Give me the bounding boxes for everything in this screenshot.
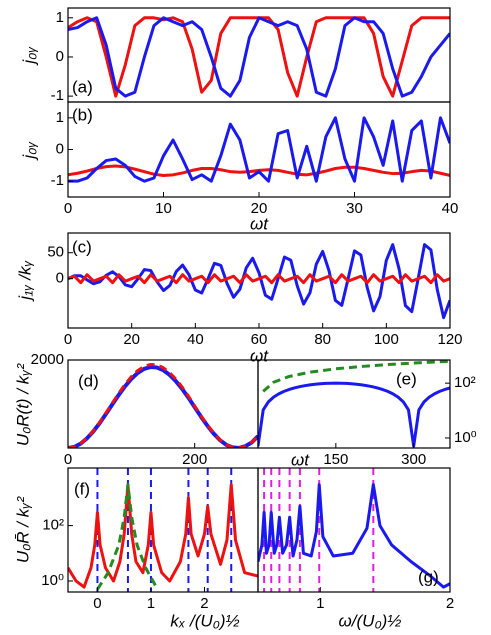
panel: 0 1 2 10⁰ 10² kₓ /(U₀)½ U₀R̄ / kᵧ² (f) bbox=[13, 467, 259, 630]
series-line bbox=[96, 483, 158, 591]
x-tick-label: 120 bbox=[437, 331, 462, 348]
panel: 150 300 10⁰ 10² ωt (e) bbox=[257, 359, 477, 469]
series-line bbox=[262, 360, 450, 393]
x-tick-label: 0 bbox=[64, 200, 72, 217]
x-tick-label: 60 bbox=[251, 331, 268, 348]
panel-label: (d) bbox=[78, 371, 99, 390]
y-tick-label: 2000 bbox=[31, 351, 64, 368]
x-tick-label: 150 bbox=[323, 451, 348, 468]
y-axis-label: U₀R̄ / kᵧ² bbox=[13, 496, 32, 564]
x-tick-label: 300 bbox=[401, 451, 426, 468]
panel-label: (b) bbox=[72, 105, 93, 124]
series-line bbox=[68, 483, 258, 589]
x-axis-label: kₓ /(U₀)½ bbox=[170, 611, 239, 630]
panel: -1 0 1 j₀ᵧ (a) bbox=[19, 7, 451, 104]
x-tick-label: 0 bbox=[64, 451, 72, 468]
panel: 1 2 ω/(U₀)½ (g) bbox=[257, 467, 454, 630]
x-tick-label: 40 bbox=[442, 200, 459, 217]
series-line bbox=[68, 363, 258, 448]
panel-label: (c) bbox=[72, 237, 92, 256]
x-tick-label: 10 bbox=[155, 200, 172, 217]
plot-area bbox=[68, 363, 258, 448]
x-tick-label: 2 bbox=[446, 595, 454, 612]
series-line bbox=[68, 116, 450, 183]
y-axis-label: j₀ᵧ bbox=[19, 141, 38, 161]
x-tick-label: 1 bbox=[316, 595, 324, 612]
y-tick-label: 1 bbox=[56, 109, 64, 126]
series-line bbox=[68, 16, 450, 98]
y-axis-label: j₁ᵧ /kᵧ bbox=[15, 259, 34, 301]
x-tick-label: 100 bbox=[374, 331, 399, 348]
plot-area bbox=[258, 468, 450, 592]
y-tick-label: 10² bbox=[42, 517, 64, 534]
x-tick-label: 0 bbox=[93, 595, 101, 612]
panel-label: (g) bbox=[418, 567, 439, 586]
series-line bbox=[258, 381, 450, 448]
x-tick-label: 1 bbox=[147, 595, 155, 612]
x-tick-label: 200 bbox=[182, 451, 207, 468]
y-tick-label: 10² bbox=[454, 374, 476, 391]
x-axis-label: ωt bbox=[250, 214, 269, 233]
x-tick-label: 2 bbox=[200, 595, 208, 612]
axes-frame bbox=[67, 7, 451, 103]
panel: 0 20 40 60 80 100 120 0 50 ωt j₁ᵧ /kᵧ (c) bbox=[15, 232, 463, 365]
x-tick-label: 30 bbox=[346, 200, 363, 217]
y-tick-label: 0 bbox=[56, 140, 64, 157]
x-tick-label: 80 bbox=[314, 331, 331, 348]
y-tick-label: 10⁰ bbox=[454, 429, 477, 446]
axes-frame bbox=[257, 467, 451, 593]
y-axis-label: j₀ᵧ bbox=[19, 46, 38, 66]
x-tick-label: 20 bbox=[251, 200, 268, 217]
y-tick-label: 50 bbox=[47, 244, 64, 261]
axes-frame bbox=[67, 101, 451, 198]
x-tick-label: 0 bbox=[64, 331, 72, 348]
panel-label: (a) bbox=[72, 77, 93, 96]
y-axis-label: U₀R(t) / kᵧ² bbox=[13, 362, 32, 446]
y-tick-label: 0 bbox=[56, 48, 64, 65]
y-tick-label: 10⁰ bbox=[41, 572, 64, 589]
y-tick-label: 1 bbox=[56, 9, 64, 26]
plot-area bbox=[68, 468, 258, 592]
x-tick-label: 40 bbox=[187, 331, 204, 348]
x-axis-label: ωt bbox=[250, 346, 269, 365]
x-axis-label: ω/(U₀)½ bbox=[339, 611, 402, 630]
axes-frame bbox=[257, 359, 451, 449]
panel-label: (f) bbox=[74, 479, 90, 498]
series-line bbox=[258, 483, 450, 589]
series-line bbox=[68, 273, 450, 285]
plot-area bbox=[258, 360, 450, 448]
y-tick-label: 0 bbox=[56, 270, 64, 287]
series-line bbox=[68, 243, 450, 320]
plot-area bbox=[68, 116, 450, 183]
x-axis-label: ωt bbox=[291, 450, 310, 469]
y-tick-label: -1 bbox=[51, 87, 64, 104]
plot-area bbox=[68, 16, 450, 98]
plot-area bbox=[68, 243, 450, 320]
series-line bbox=[68, 16, 450, 98]
panel-label: (e) bbox=[396, 369, 417, 388]
y-tick-label: -1 bbox=[51, 172, 64, 189]
x-tick-label: 20 bbox=[123, 331, 140, 348]
